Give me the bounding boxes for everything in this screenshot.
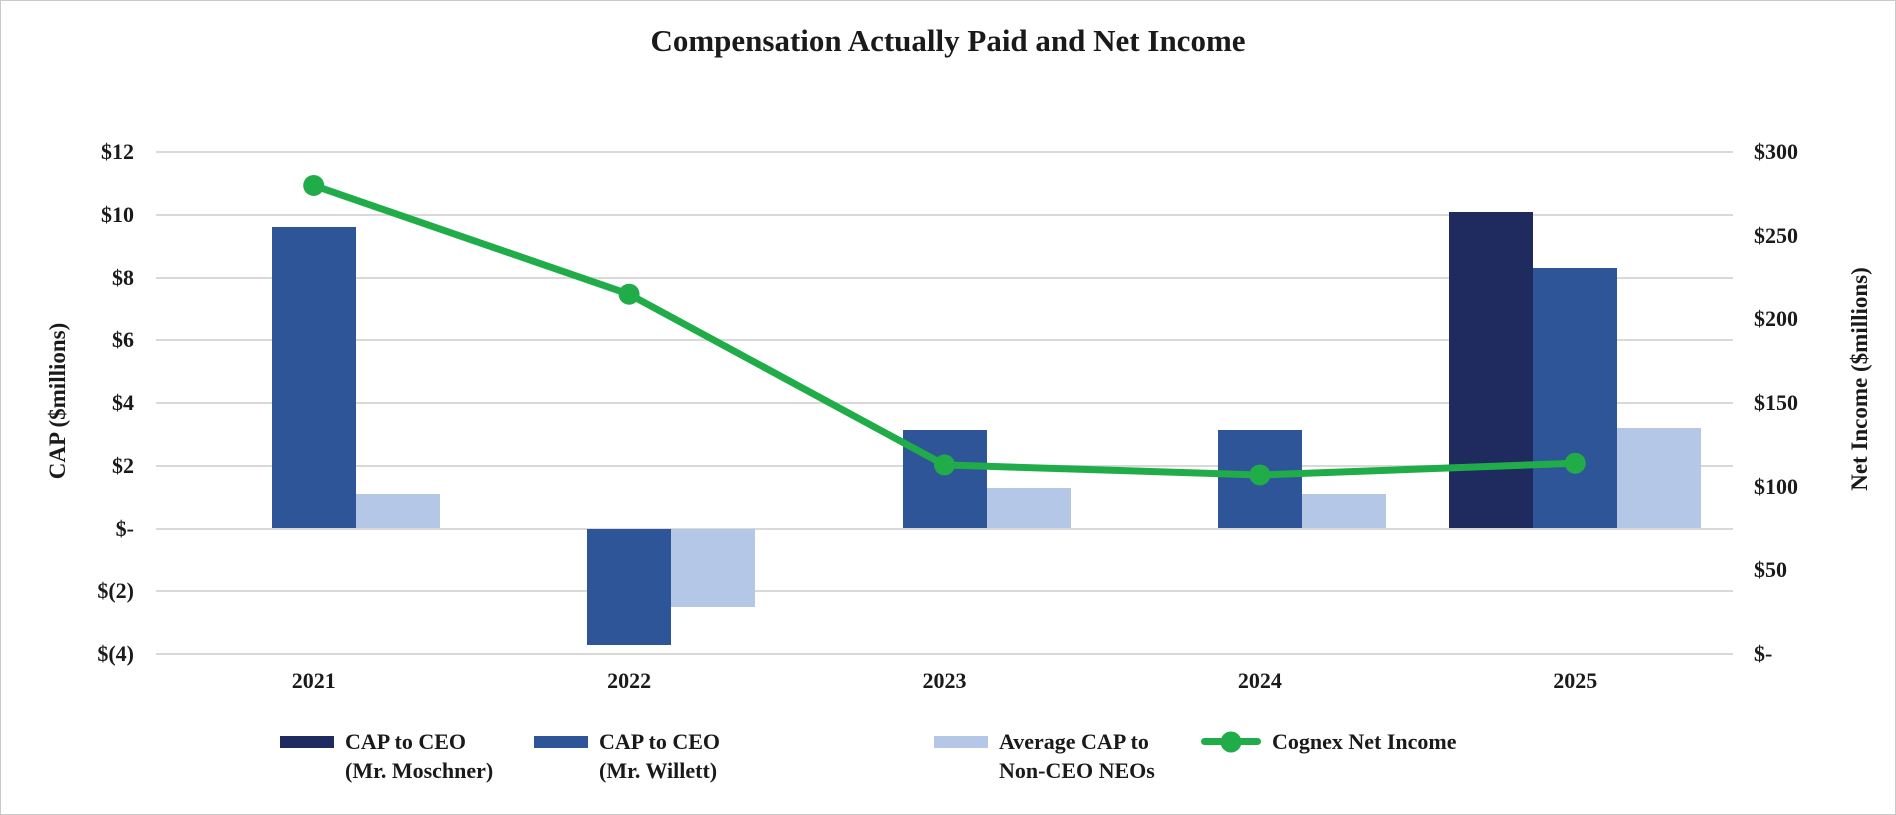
- left-axis-tick: $8: [112, 264, 134, 290]
- left-axis-tick: $6: [112, 327, 134, 353]
- bar-average-cap-to-non-ceo-neos-2025: [1617, 428, 1702, 529]
- bar-average-cap-to-non-ceo-neos-2024: [1301, 493, 1386, 529]
- x-axis-label-2025: 2025: [1553, 668, 1598, 693]
- right-axis-tick: $150: [1754, 390, 1798, 415]
- x-axis-label-2022: 2022: [607, 668, 652, 693]
- right-axis-tick: $-: [1754, 641, 1773, 666]
- gridline: [156, 276, 1733, 279]
- bar-cap-to-ceo-mr-moschner--2025: [1449, 211, 1534, 529]
- right-axis-title: Net Income ($millions): [1847, 267, 1872, 491]
- legend-item-cap-ceo-willett: CAP to CEO (Mr. Willett): [534, 727, 720, 785]
- x-axis-label-2024: 2024: [1237, 668, 1282, 693]
- line-marker: [1249, 464, 1271, 486]
- left-axis-tick: $-: [115, 515, 134, 541]
- gridline: [156, 527, 1733, 530]
- legend-item-average-cap-non-ceo-neos: Average CAP to Non-CEO NEOs: [934, 727, 1155, 785]
- bar-average-cap-to-non-ceo-neos-2023: [986, 487, 1071, 529]
- bar-cap-to-ceo-mr-willett--2025: [1533, 268, 1618, 529]
- left-axis-tick: $(2): [97, 578, 134, 604]
- right-axis-tick: $300: [1754, 139, 1798, 164]
- left-axis-tick: $2: [112, 452, 134, 478]
- bar-cap-to-ceo-mr-willett--2022: [587, 528, 672, 645]
- gridline: [156, 402, 1733, 404]
- bar-average-cap-to-non-ceo-neos-2021: [355, 493, 440, 529]
- left-axis-tick: $12: [101, 139, 134, 164]
- legend-label: Average CAP to Non-CEO NEOs: [999, 729, 1155, 783]
- gridline: [156, 653, 1733, 655]
- x-axis-label-2021: 2021: [291, 668, 336, 693]
- legend-line-swatch-icon: [1201, 731, 1261, 752]
- legend-swatch-icon: [934, 736, 988, 748]
- left-axis-tick: $10: [101, 201, 134, 227]
- left-axis-tick: $4: [112, 390, 134, 415]
- line-marker: [934, 454, 955, 476]
- left-axis-tick: $(4): [97, 641, 134, 666]
- right-axis-tick: $200: [1754, 306, 1798, 332]
- legend-item-cognex-net-income: Cognex Net Income: [1201, 727, 1457, 756]
- legend-swatch-icon: [534, 736, 588, 748]
- line-marker: [1564, 452, 1586, 474]
- plot-area: [156, 151, 1733, 655]
- net-income-line: [303, 174, 1586, 486]
- legend-swatch-icon: [280, 736, 334, 748]
- gridline: [156, 151, 1733, 153]
- legend-label: Cognex Net Income: [1272, 729, 1457, 754]
- gridline: [156, 590, 1733, 593]
- line-marker: [303, 174, 325, 196]
- legend-label: CAP to CEO (Mr. Moschner): [345, 729, 494, 783]
- gridline: [156, 213, 1733, 216]
- gridline: [156, 339, 1733, 342]
- right-axis-tick: $50: [1754, 557, 1787, 583]
- legend-label: CAP to CEO (Mr. Willett): [599, 729, 720, 783]
- bar-cap-to-ceo-mr-willett--2021: [271, 227, 356, 529]
- legend-line-marker-icon: [1220, 731, 1242, 752]
- right-axis-tick: $100: [1754, 473, 1798, 499]
- right-axis-tick: $250: [1754, 222, 1798, 248]
- legend-item-cap-ceo-moschner: CAP to CEO (Mr. Moschner): [280, 727, 493, 785]
- x-axis-label-2023: 2023: [922, 668, 967, 693]
- bar-average-cap-to-non-ceo-neos-2022: [671, 528, 756, 607]
- chart-title: Compensation Actually Paid and Net Incom…: [650, 23, 1246, 58]
- line-marker: [618, 283, 640, 305]
